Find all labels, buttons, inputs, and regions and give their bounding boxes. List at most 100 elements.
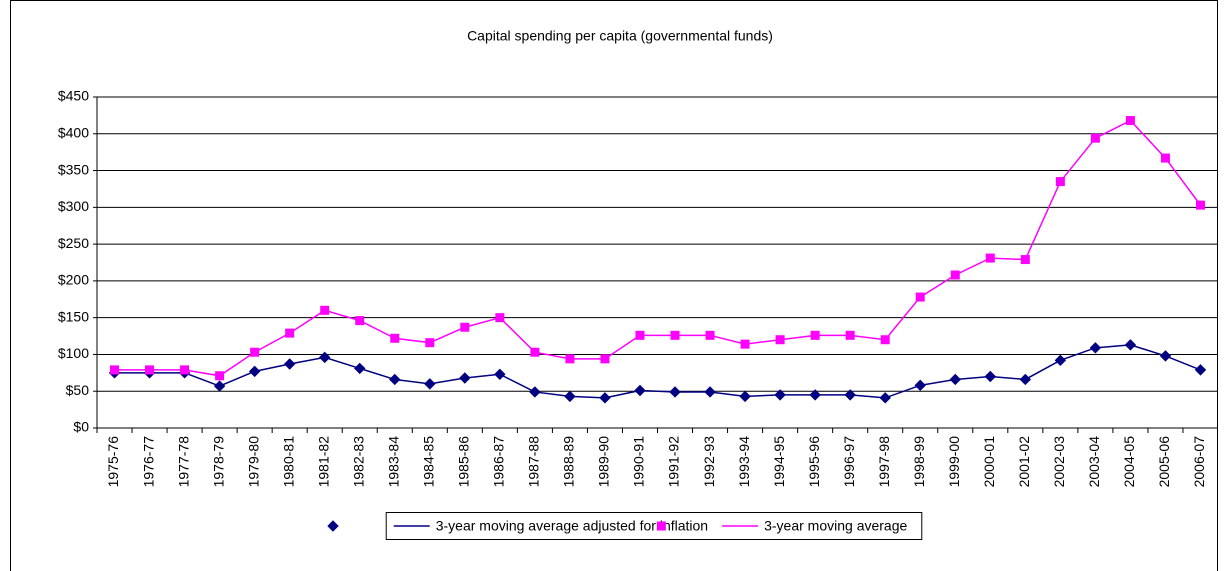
x-tick-label: 1991-92 xyxy=(666,436,682,488)
marker xyxy=(775,335,785,345)
legend-label: 3-year moving average xyxy=(764,518,907,534)
series-line xyxy=(114,344,1201,399)
marker xyxy=(879,392,891,404)
x-tick-label: 2000-01 xyxy=(981,436,997,488)
marker xyxy=(984,370,997,383)
marker xyxy=(1125,116,1135,126)
marker xyxy=(774,389,786,401)
marker xyxy=(327,520,339,532)
marker xyxy=(425,338,435,348)
marker xyxy=(810,330,820,340)
marker xyxy=(705,330,715,340)
legend-label: 3-year moving average adjusted for infla… xyxy=(436,518,708,534)
marker xyxy=(564,390,576,403)
x-tick-label: 2003-04 xyxy=(1086,436,1102,488)
marker xyxy=(248,365,261,378)
x-tick-label: 1980-81 xyxy=(280,436,296,488)
marker xyxy=(1194,364,1207,376)
y-tick-label: $0 xyxy=(73,419,89,435)
marker xyxy=(180,365,190,375)
marker xyxy=(656,521,666,531)
marker xyxy=(809,389,821,401)
marker xyxy=(845,330,855,340)
marker xyxy=(565,354,575,364)
x-tick-label: 2006-07 xyxy=(1191,436,1207,488)
x-tick-label: 1990-91 xyxy=(631,436,647,488)
legend-box xyxy=(385,512,923,540)
chart-title: Capital spending per capita (governmenta… xyxy=(467,28,773,44)
marker xyxy=(354,362,366,375)
marker xyxy=(389,373,401,386)
y-tick-label: $400 xyxy=(58,124,89,140)
x-tick-label: 1993-94 xyxy=(736,436,752,488)
marker xyxy=(215,371,225,381)
marker xyxy=(1020,255,1030,265)
x-tick-label: 1978-79 xyxy=(210,436,226,488)
marker xyxy=(670,330,680,340)
x-tick-label: 1981-82 xyxy=(315,436,331,488)
marker xyxy=(320,305,330,315)
x-tick-label: 1975-76 xyxy=(105,436,121,488)
marker xyxy=(213,380,226,392)
marker xyxy=(318,351,331,364)
y-tick-label: $250 xyxy=(58,235,89,251)
x-tick-label: 1979-80 xyxy=(245,436,261,488)
marker xyxy=(283,358,296,370)
marker xyxy=(600,354,610,364)
marker xyxy=(880,335,890,345)
x-tick-label: 1988-89 xyxy=(561,436,577,488)
y-tick-label: $450 xyxy=(58,88,89,104)
marker xyxy=(844,389,856,401)
marker xyxy=(949,373,961,386)
y-tick-label: $150 xyxy=(58,308,89,324)
marker xyxy=(1019,373,1032,386)
marker xyxy=(355,316,365,326)
x-tick-label: 1994-95 xyxy=(771,436,787,488)
marker xyxy=(635,330,645,340)
y-tick-label: $300 xyxy=(58,198,89,214)
x-tick-label: 1982-83 xyxy=(350,436,366,488)
x-tick-label: 1996-97 xyxy=(841,436,857,488)
x-tick-label: 1999-00 xyxy=(946,436,962,488)
x-tick-label: 1987-88 xyxy=(526,436,542,488)
marker xyxy=(704,386,716,398)
x-tick-label: 1998-99 xyxy=(911,436,927,488)
x-tick-label: 1976-77 xyxy=(140,436,156,488)
marker xyxy=(1195,200,1205,210)
marker xyxy=(1054,354,1067,367)
x-tick-label: 1984-85 xyxy=(421,436,437,488)
marker xyxy=(914,379,926,392)
marker xyxy=(985,253,995,263)
marker xyxy=(460,322,470,332)
marker xyxy=(459,372,471,384)
marker xyxy=(599,392,611,404)
legend: 3-year moving average adjusted for infla… xyxy=(385,512,923,540)
marker xyxy=(669,386,681,398)
series-line xyxy=(114,119,1202,377)
marker xyxy=(1090,133,1100,143)
x-tick-label: 1995-96 xyxy=(806,436,822,488)
y-tick-label: $350 xyxy=(58,161,89,177)
marker xyxy=(495,313,505,323)
marker xyxy=(739,390,751,403)
y-tick-label: $50 xyxy=(66,382,90,398)
marker xyxy=(950,270,960,280)
x-tick-label: 1986-87 xyxy=(491,436,507,488)
x-tick-label: 1983-84 xyxy=(385,436,401,488)
marker xyxy=(390,333,400,343)
marker xyxy=(915,292,925,302)
marker xyxy=(250,347,260,357)
x-tick-label: 1985-86 xyxy=(456,436,472,488)
x-tick-label: 2005-06 xyxy=(1156,436,1172,488)
marker xyxy=(634,384,646,397)
marker xyxy=(1124,339,1137,351)
marker xyxy=(740,339,750,349)
marker xyxy=(494,368,506,381)
marker xyxy=(110,365,120,375)
y-tick-label: $200 xyxy=(58,272,89,288)
marker xyxy=(529,386,541,398)
marker xyxy=(285,328,295,338)
marker xyxy=(1160,153,1170,163)
x-tick-label: 1977-78 xyxy=(175,436,191,488)
